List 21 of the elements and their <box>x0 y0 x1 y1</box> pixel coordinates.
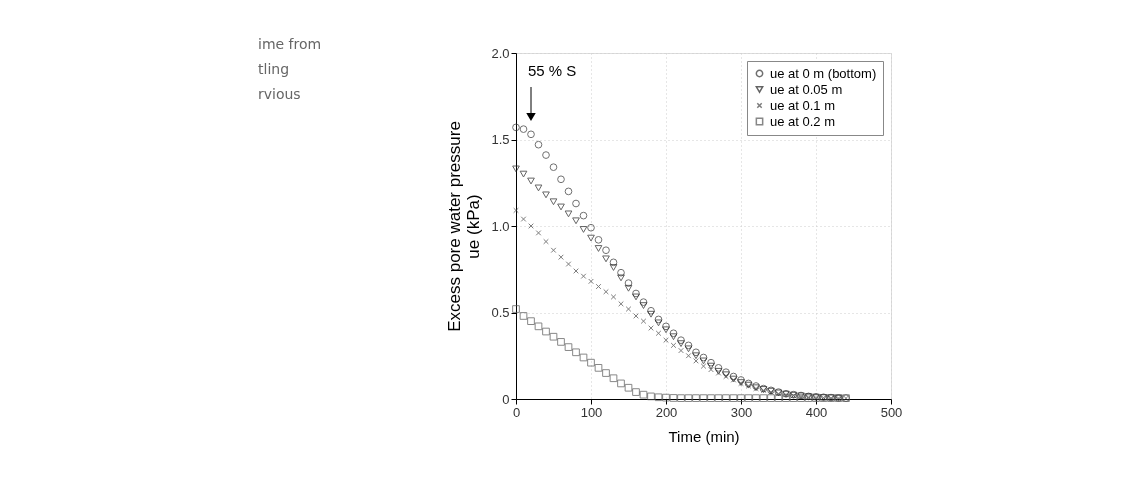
legend-label: ue at 0.1 m <box>770 97 836 113</box>
legend-label: ue at 0.05 m <box>770 81 843 97</box>
legend-label: ue at 0 m (bottom) <box>770 65 877 81</box>
y-axis-title: Excess pore water pressure ue (kPa) <box>445 121 484 332</box>
y-tick-label: 0.5 <box>491 305 510 320</box>
x-tick-label: 300 <box>730 404 753 420</box>
x-tick-label: 200 <box>655 404 678 420</box>
annotation: 55 % S <box>528 62 577 79</box>
x-axis-title: Time (min) <box>668 427 740 445</box>
x-tick-label: 100 <box>580 404 603 420</box>
y-tick-label: 0 <box>502 391 510 407</box>
y-tick-label: 2.0 <box>491 45 510 61</box>
y-tick-label: 1.0 <box>491 218 510 234</box>
x-tick-label: 0 <box>512 404 521 420</box>
text: tling <box>258 61 290 77</box>
text: ime from <box>258 36 322 52</box>
x-tick-label: 500 <box>880 404 903 420</box>
legend-label: ue at 0.2 m <box>770 113 836 129</box>
x-tick-label: 400 <box>805 404 828 420</box>
text: rvious <box>258 86 301 102</box>
y-tick-label: 1.5 <box>491 132 510 147</box>
